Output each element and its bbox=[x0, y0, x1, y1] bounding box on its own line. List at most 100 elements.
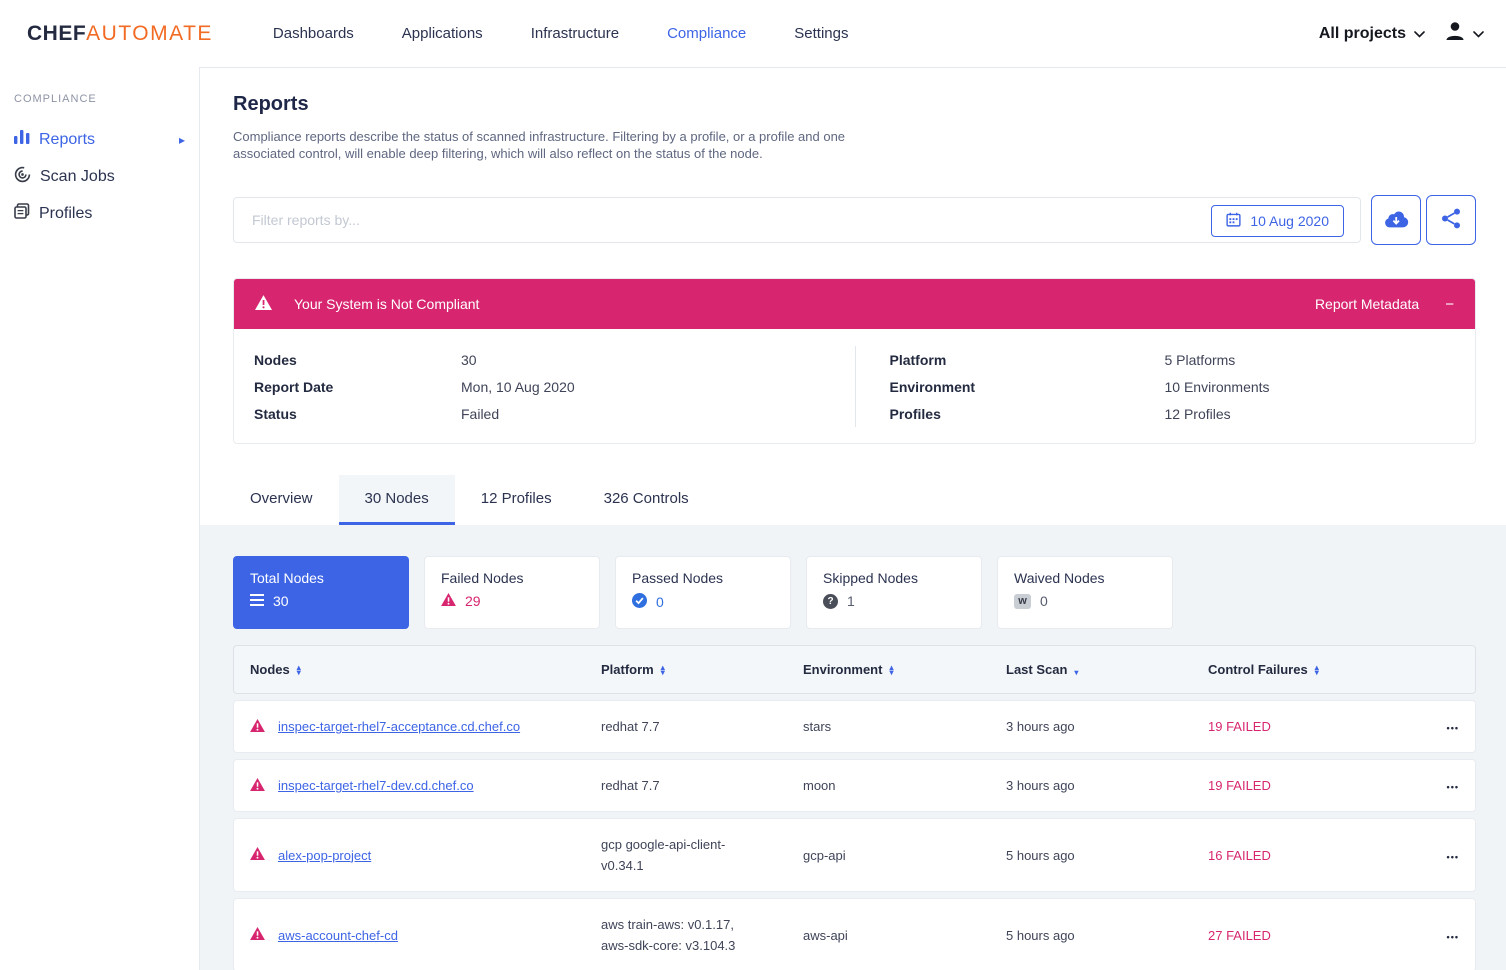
bar-chart-icon bbox=[14, 130, 30, 149]
column-label: Last Scan bbox=[1006, 662, 1068, 678]
total-nodes-card[interactable]: Total Nodes 30 bbox=[233, 556, 409, 630]
cell-last-scan: 3 hours ago bbox=[1006, 778, 1075, 794]
tab-profiles[interactable]: 12 Profiles bbox=[480, 490, 552, 508]
nav-applications[interactable]: Applications bbox=[401, 25, 483, 42]
stat-card-label: Waived Nodes bbox=[1014, 570, 1105, 587]
waived-nodes-card[interactable]: Waived Nodes w 0 bbox=[997, 556, 1173, 630]
failed-nodes-card[interactable]: Failed Nodes 29 bbox=[424, 556, 600, 630]
row-menu-button[interactable]: ••• bbox=[1446, 782, 1459, 793]
metadata-label: Platform bbox=[889, 351, 947, 368]
question-circle-icon: ? bbox=[823, 593, 838, 609]
check-circle-icon bbox=[632, 593, 647, 611]
projects-filter-button[interactable]: All projects bbox=[1319, 25, 1425, 43]
nav-dashboards[interactable]: Dashboards bbox=[272, 25, 354, 42]
failed-status-icon bbox=[250, 927, 278, 943]
metadata-label: Environment bbox=[889, 378, 976, 395]
collapse-metadata-button[interactable]: − bbox=[1445, 295, 1454, 313]
node-link[interactable]: aws-account-chef-cd bbox=[278, 927, 398, 943]
filter-box: 10 Aug 2020 bbox=[233, 197, 1361, 244]
share-report-button[interactable] bbox=[1426, 195, 1476, 246]
stat-card-value: 29 bbox=[465, 593, 481, 610]
cell-platform: redhat 7.7 bbox=[601, 778, 660, 794]
sidebar-item-label: Profiles bbox=[39, 204, 93, 222]
main-nav: Dashboards Applications Infrastructure C… bbox=[249, 15, 873, 52]
tab-controls[interactable]: 326 Controls bbox=[603, 490, 689, 508]
cell-environment: moon bbox=[803, 778, 836, 794]
compliance-status-banner: Your System is Not Compliant Report Meta… bbox=[234, 279, 1475, 330]
report-metadata-label: Report Metadata bbox=[1314, 296, 1420, 313]
table-row: inspec-target-rhel7-acceptance.cd.chef.c… bbox=[233, 700, 1476, 754]
nav-settings[interactable]: Settings bbox=[794, 25, 849, 42]
sort-icon: ▴ ▾ bbox=[660, 662, 665, 677]
table-row: aws-account-chef-cd aws train-aws: v0.1.… bbox=[233, 898, 1476, 970]
filter-reports-input[interactable] bbox=[234, 198, 1360, 243]
warning-triangle-icon bbox=[255, 295, 272, 313]
column-label: Platform bbox=[601, 662, 654, 678]
logo-automate-text: AUTOMATE bbox=[86, 21, 213, 45]
node-link[interactable]: inspec-target-rhel7-dev.cd.chef.co bbox=[278, 778, 474, 794]
stat-card-label: Skipped Nodes bbox=[823, 570, 918, 587]
column-header-control-failures[interactable]: Control Failures ▴ ▾ bbox=[1208, 662, 1441, 677]
cell-control-failures: 27 FAILED bbox=[1208, 927, 1271, 943]
node-stat-cards: Total Nodes 30 Failed Nodes 29 bbox=[233, 556, 1476, 630]
column-header-platform[interactable]: Platform ▴ ▾ bbox=[601, 662, 803, 677]
date-picker-label: 10 Aug 2020 bbox=[1250, 213, 1329, 230]
node-link[interactable]: inspec-target-rhel7-acceptance.cd.chef.c… bbox=[278, 719, 521, 735]
column-label: Nodes bbox=[250, 662, 290, 678]
sort-desc-icon: ▴▾ bbox=[1074, 667, 1079, 677]
nav-compliance[interactable]: Compliance bbox=[667, 25, 747, 42]
download-report-button[interactable] bbox=[1371, 195, 1421, 246]
sidebar-item-reports[interactable]: Reports ▸ bbox=[14, 121, 199, 158]
cell-platform: aws train-aws: v0.1.17, aws-sdk-core: v3… bbox=[601, 916, 736, 954]
metadata-label: Status bbox=[254, 405, 297, 422]
user-avatar-icon bbox=[1443, 19, 1467, 48]
row-menu-button[interactable]: ••• bbox=[1446, 723, 1459, 734]
nav-infrastructure[interactable]: Infrastructure bbox=[530, 25, 620, 42]
sidebar-item-scan-jobs[interactable]: Scan Jobs bbox=[14, 158, 199, 195]
stat-card-value: 0 bbox=[656, 594, 664, 611]
passed-nodes-card[interactable]: Passed Nodes 0 bbox=[615, 556, 791, 630]
metadata-row: Profiles 12 Profiles bbox=[890, 400, 1476, 427]
metadata-value: 12 Profiles bbox=[1164, 405, 1231, 422]
calendar-icon bbox=[1226, 212, 1241, 230]
date-picker-button[interactable]: 10 Aug 2020 bbox=[1211, 205, 1344, 238]
cell-environment: aws-api bbox=[803, 927, 848, 943]
stat-card-label: Failed Nodes bbox=[441, 570, 524, 587]
stat-card-label: Total Nodes bbox=[250, 570, 324, 587]
metadata-value: 30 bbox=[461, 351, 477, 368]
column-header-environment[interactable]: Environment ▴ ▾ bbox=[803, 662, 1006, 677]
metadata-row: Nodes 30 bbox=[254, 346, 855, 373]
user-menu-button[interactable] bbox=[1443, 19, 1484, 48]
expand-arrow-icon[interactable]: ▸ bbox=[178, 132, 185, 147]
metadata-value: Mon, 10 Aug 2020 bbox=[461, 378, 575, 395]
share-icon bbox=[1441, 208, 1461, 232]
tab-nodes[interactable]: 30 Nodes bbox=[338, 475, 455, 526]
column-header-last-scan[interactable]: Last Scan ▴▾ bbox=[1006, 662, 1208, 677]
banner-message: Your System is Not Compliant bbox=[294, 296, 480, 313]
report-tabs: Overview 30 Nodes 12 Profiles 326 Contro… bbox=[233, 475, 1476, 526]
nodes-tab-panel: Total Nodes 30 Failed Nodes 29 bbox=[200, 525, 1506, 970]
sidebar-item-profiles[interactable]: Profiles bbox=[14, 195, 199, 232]
row-menu-button[interactable]: ••• bbox=[1446, 931, 1459, 942]
column-header-nodes[interactable]: Nodes ▴ ▾ bbox=[250, 662, 601, 677]
chef-automate-logo[interactable]: CHEF AUTOMATE bbox=[27, 22, 213, 46]
warning-triangle-icon bbox=[441, 593, 456, 609]
top-navigation: CHEF AUTOMATE Dashboards Applications In… bbox=[0, 0, 1506, 67]
table-row: alex-pop-project gcp google-api-client-v… bbox=[233, 818, 1476, 893]
list-icon bbox=[250, 593, 264, 609]
row-menu-button[interactable]: ••• bbox=[1446, 851, 1459, 862]
nodes-table-header: Nodes ▴ ▾ Platform ▴ ▾ Environment ▴ ▾ Last… bbox=[233, 645, 1476, 695]
w-badge-icon: w bbox=[1014, 593, 1031, 609]
cell-control-failures: 19 FAILED bbox=[1208, 778, 1271, 794]
column-label: Environment bbox=[803, 662, 883, 678]
cell-environment: gcp-api bbox=[803, 847, 846, 863]
node-link[interactable]: alex-pop-project bbox=[278, 847, 372, 863]
logo-chef-text: CHEF bbox=[27, 21, 87, 45]
cell-last-scan: 5 hours ago bbox=[1006, 927, 1075, 943]
tab-overview[interactable]: Overview bbox=[250, 490, 313, 508]
skipped-nodes-card[interactable]: Skipped Nodes ? 1 bbox=[806, 556, 982, 630]
sort-icon: ▴ ▾ bbox=[1314, 662, 1319, 677]
stat-card-value: 0 bbox=[1040, 593, 1048, 610]
cell-platform: redhat 7.7 bbox=[601, 719, 660, 735]
metadata-row: Environment 10 Environments bbox=[890, 373, 1476, 400]
